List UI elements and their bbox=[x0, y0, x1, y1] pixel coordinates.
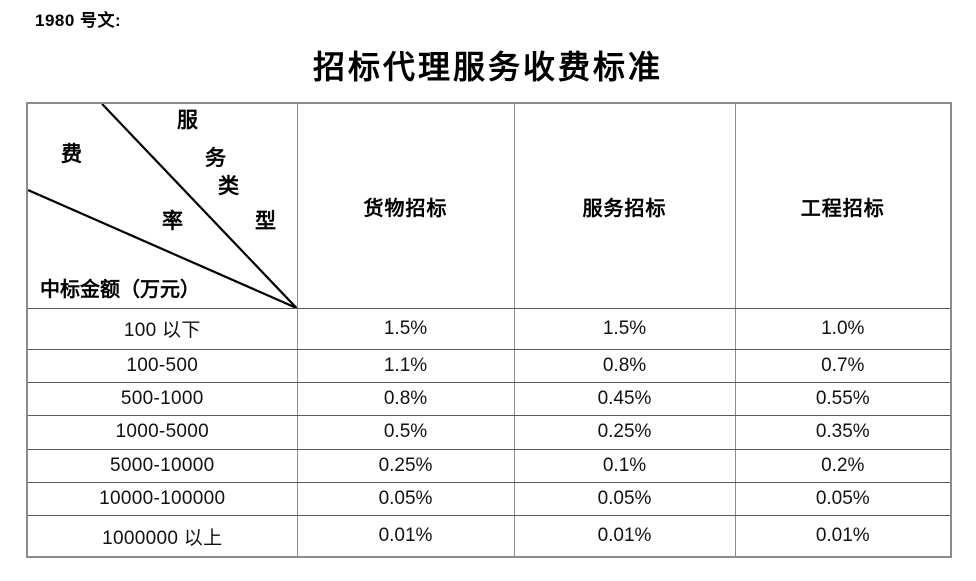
row-value-engineering: 0.7% bbox=[734, 348, 952, 383]
table-row: 1000000 以上 0.01% 0.01% 0.01% bbox=[26, 515, 952, 558]
row-value-services: 0.25% bbox=[513, 415, 736, 450]
fee-table: 服 务 类 型 费 率 中标金额（万元） 货物招标 服务招标 工程招标 100 … bbox=[26, 102, 952, 558]
row-value-goods: 1.5% bbox=[296, 308, 515, 350]
row-value-engineering: 0.35% bbox=[734, 415, 952, 450]
table-corner-cell: 服 务 类 型 费 率 中标金额（万元） bbox=[26, 102, 298, 309]
row-value-engineering: 0.2% bbox=[734, 448, 952, 483]
corner-service-type-char-3: 类 bbox=[218, 174, 239, 198]
row-value-engineering: 0.55% bbox=[734, 381, 952, 417]
row-value-engineering: 0.05% bbox=[734, 481, 952, 517]
corner-service-type-char-2: 务 bbox=[205, 146, 226, 170]
column-header-services: 服务招标 bbox=[513, 102, 736, 309]
row-value-services: 0.45% bbox=[513, 381, 736, 417]
row-range: 100 以下 bbox=[26, 308, 298, 350]
corner-fee-rate-char-1: 费 bbox=[61, 142, 82, 166]
table-row: 1000-5000 0.5% 0.25% 0.35% bbox=[26, 415, 952, 450]
row-range: 500-1000 bbox=[26, 381, 298, 417]
column-header-engineering: 工程招标 bbox=[734, 102, 952, 309]
row-value-services: 0.01% bbox=[513, 515, 736, 558]
column-header-goods: 货物招标 bbox=[296, 102, 515, 309]
table-row: 5000-10000 0.25% 0.1% 0.2% bbox=[26, 448, 952, 483]
row-value-goods: 0.05% bbox=[296, 481, 515, 517]
doc-ref-label: 1980 号文: bbox=[35, 11, 122, 30]
row-value-goods: 0.25% bbox=[296, 448, 515, 483]
corner-diagonal-area: 服 务 类 型 费 率 中标金额（万元） bbox=[28, 104, 297, 308]
row-value-services: 0.8% bbox=[513, 348, 736, 383]
row-value-services: 0.05% bbox=[513, 481, 736, 517]
row-range: 5000-10000 bbox=[26, 448, 298, 483]
row-value-goods: 0.01% bbox=[296, 515, 515, 558]
row-value-services: 1.5% bbox=[513, 308, 736, 350]
row-value-engineering: 0.01% bbox=[734, 515, 952, 558]
table-header-row: 服 务 类 型 费 率 中标金额（万元） 货物招标 服务招标 工程招标 bbox=[26, 102, 952, 309]
corner-service-type-char-1: 服 bbox=[177, 108, 198, 132]
page-title: 招标代理服务收费标准 bbox=[312, 49, 663, 85]
row-value-goods: 1.1% bbox=[296, 348, 515, 383]
table-row: 10000-100000 0.05% 0.05% 0.05% bbox=[26, 481, 952, 517]
row-range: 100-500 bbox=[26, 348, 298, 383]
row-range: 1000-5000 bbox=[26, 415, 298, 450]
row-value-goods: 0.8% bbox=[296, 381, 515, 417]
row-range: 10000-100000 bbox=[26, 481, 298, 517]
corner-fee-rate-char-2: 率 bbox=[162, 209, 183, 233]
row-range: 1000000 以上 bbox=[26, 515, 298, 558]
row-value-engineering: 1.0% bbox=[734, 308, 952, 350]
row-value-services: 0.1% bbox=[513, 448, 736, 483]
table-row: 500-1000 0.8% 0.45% 0.55% bbox=[26, 381, 952, 417]
table-row: 100 以下 1.5% 1.5% 1.0% bbox=[26, 308, 952, 350]
corner-amount-label: 中标金额（万元） bbox=[40, 279, 200, 301]
corner-service-type-char-4: 型 bbox=[255, 209, 276, 233]
diagonal-lines-icon bbox=[28, 104, 297, 308]
row-value-goods: 0.5% bbox=[296, 415, 515, 450]
table-row: 100-500 1.1% 0.8% 0.7% bbox=[26, 348, 952, 383]
